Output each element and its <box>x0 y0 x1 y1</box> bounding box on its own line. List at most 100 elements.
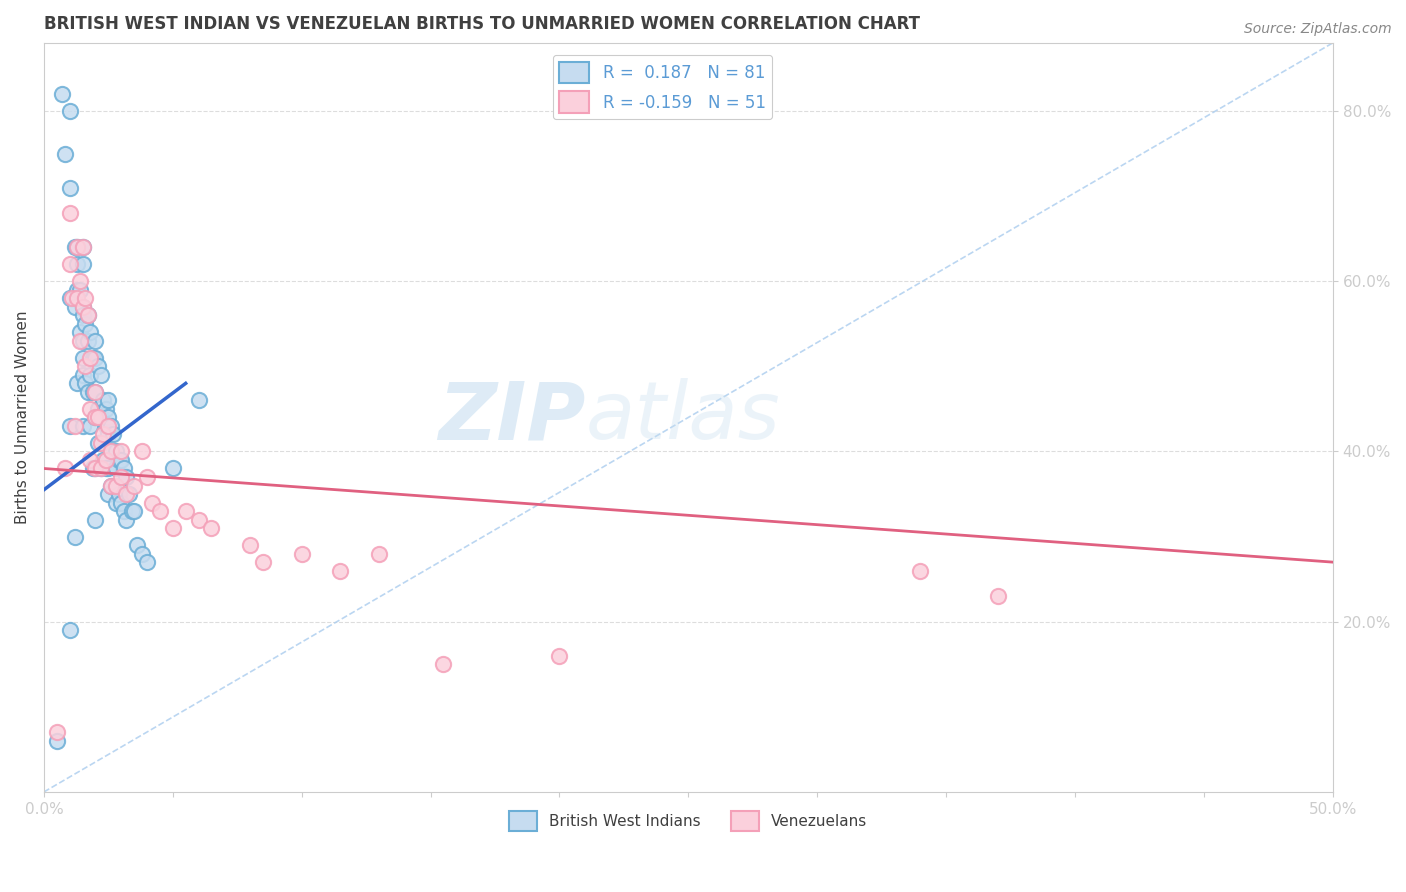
Point <box>59 257 82 271</box>
Point <box>79 368 101 382</box>
Point <box>76 384 98 399</box>
Point <box>100 444 122 458</box>
Point <box>987 589 1010 603</box>
Point <box>110 453 132 467</box>
Point <box>118 487 141 501</box>
Point <box>548 648 571 663</box>
Point <box>252 555 274 569</box>
Point <box>84 384 107 399</box>
Point <box>69 326 91 340</box>
Point <box>76 308 98 322</box>
Point <box>122 478 145 492</box>
Point <box>53 146 76 161</box>
Point <box>329 564 352 578</box>
Point <box>87 436 110 450</box>
Point <box>60 291 83 305</box>
Point <box>72 334 94 348</box>
Point <box>72 351 94 365</box>
Point <box>91 453 114 467</box>
Point <box>59 206 82 220</box>
Point <box>75 317 97 331</box>
Point <box>105 461 128 475</box>
Point <box>90 436 112 450</box>
Point <box>72 308 94 322</box>
Point <box>79 351 101 365</box>
Point <box>63 300 86 314</box>
Point <box>136 555 159 569</box>
Point <box>100 419 122 434</box>
Point <box>72 257 94 271</box>
Point <box>105 444 128 458</box>
Point <box>187 393 209 408</box>
Point <box>94 401 117 416</box>
Point <box>82 461 104 475</box>
Point <box>66 240 89 254</box>
Point <box>91 427 114 442</box>
Point <box>72 300 94 314</box>
Point <box>63 419 86 434</box>
Point <box>87 401 110 416</box>
Point <box>200 521 222 535</box>
Point <box>115 470 138 484</box>
Point <box>84 461 107 475</box>
Point <box>94 453 117 467</box>
Point <box>90 368 112 382</box>
Point <box>107 487 129 501</box>
Point <box>100 478 122 492</box>
Point <box>100 478 122 492</box>
Y-axis label: Births to Unmarried Women: Births to Unmarried Women <box>15 310 30 524</box>
Point <box>131 547 153 561</box>
Point <box>110 495 132 509</box>
Point <box>84 384 107 399</box>
Point <box>66 291 89 305</box>
Point <box>63 530 86 544</box>
Point <box>53 461 76 475</box>
Point <box>910 564 932 578</box>
Point <box>59 419 82 434</box>
Point <box>51 87 73 101</box>
Point <box>368 547 391 561</box>
Point <box>82 351 104 365</box>
Point <box>105 495 128 509</box>
Point <box>59 291 82 305</box>
Point <box>45 725 67 739</box>
Point <box>84 512 107 526</box>
Point <box>110 444 132 458</box>
Point <box>136 470 159 484</box>
Point <box>72 240 94 254</box>
Point <box>63 240 86 254</box>
Point <box>79 326 101 340</box>
Text: ZIP: ZIP <box>437 378 585 457</box>
Point <box>72 368 94 382</box>
Point <box>90 410 112 425</box>
Point <box>82 384 104 399</box>
Point <box>110 470 132 484</box>
Point <box>84 410 107 425</box>
Point <box>103 427 125 442</box>
Point <box>59 624 82 638</box>
Point <box>105 478 128 492</box>
Point <box>79 453 101 467</box>
Point <box>45 734 67 748</box>
Point <box>291 547 314 561</box>
Point <box>100 444 122 458</box>
Point <box>72 240 94 254</box>
Point <box>97 419 120 434</box>
Point <box>112 504 135 518</box>
Point <box>66 283 89 297</box>
Point <box>59 180 82 194</box>
Point <box>174 504 197 518</box>
Point <box>97 487 120 501</box>
Point <box>162 461 184 475</box>
Point <box>107 453 129 467</box>
Point <box>162 521 184 535</box>
Point <box>66 376 89 391</box>
Point <box>79 419 101 434</box>
Point <box>84 334 107 348</box>
Point <box>149 504 172 518</box>
Point <box>122 504 145 518</box>
Point <box>84 410 107 425</box>
Point <box>79 401 101 416</box>
Point <box>66 257 89 271</box>
Legend: British West Indians, Venezuelans: British West Indians, Venezuelans <box>503 805 873 837</box>
